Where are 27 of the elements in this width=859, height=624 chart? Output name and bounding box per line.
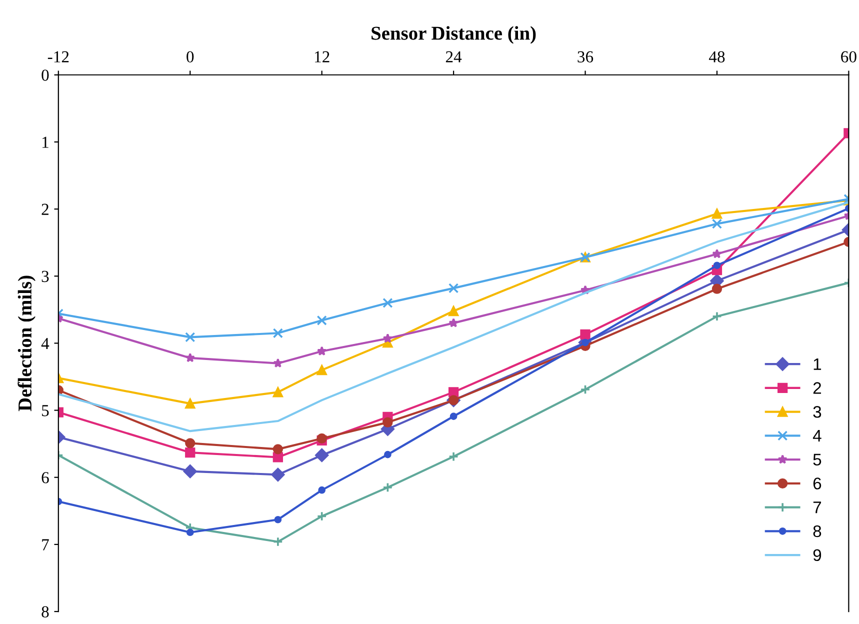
legend-label: 5 xyxy=(813,454,822,466)
y-tick-label: 1 xyxy=(42,136,48,148)
y-tick-label: 4 xyxy=(41,338,50,349)
y-tick-label: 8 xyxy=(42,606,49,618)
legend-label: 1 xyxy=(814,358,822,370)
x-tick-label: 12 xyxy=(314,51,330,62)
x-tick-label: 24 xyxy=(446,51,462,62)
legend-label: 2 xyxy=(813,382,821,394)
legend-label: 4 xyxy=(812,430,822,442)
legend-label: 9 xyxy=(813,549,822,562)
y-tick-label: 3 xyxy=(42,270,49,282)
y-tick-label: 6 xyxy=(42,472,49,484)
y-tick-label: 0 xyxy=(42,70,49,81)
x-tick-label: -12 xyxy=(48,51,69,62)
y-tick-label: 2 xyxy=(42,204,48,215)
x-tick-label: 36 xyxy=(578,51,594,62)
y-tick-label: 5 xyxy=(42,405,49,416)
y-tick-label: 7 xyxy=(42,539,49,550)
legend-label: 3 xyxy=(813,406,822,418)
x-tick-label: 48 xyxy=(708,51,725,62)
legend-label: 8 xyxy=(813,525,822,538)
y-axis-title: Deflection (mils) xyxy=(18,276,36,412)
legend-label: 7 xyxy=(813,502,821,514)
x-tick-label: 60 xyxy=(841,51,856,62)
legend-label: 6 xyxy=(813,478,822,490)
x-axis-title: Sensor Distance (in) xyxy=(372,26,536,44)
x-tick-label: 0 xyxy=(186,51,194,62)
